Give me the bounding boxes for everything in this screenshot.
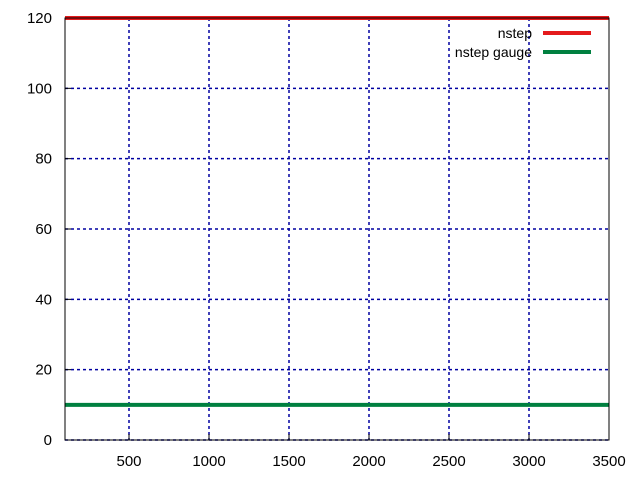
x-tick-label: 3500 bbox=[592, 453, 625, 470]
legend-label: nstep gauge bbox=[455, 44, 532, 60]
y-tick-label: 40 bbox=[35, 291, 52, 308]
y-tick-label: 120 bbox=[27, 10, 52, 27]
grid bbox=[65, 17, 609, 441]
series-lines bbox=[65, 16, 609, 407]
legend-label: nstep bbox=[498, 25, 532, 41]
x-tick-label: 2000 bbox=[352, 453, 385, 470]
y-axis-ticks: 0 20 40 60 80 100 120 bbox=[27, 10, 71, 449]
x-tick-label: 500 bbox=[116, 453, 141, 470]
x-tick-label: 3000 bbox=[512, 453, 545, 470]
y-tick-label: 60 bbox=[35, 221, 52, 238]
y-tick-label: 0 bbox=[44, 432, 52, 449]
y-tick-label: 20 bbox=[35, 362, 52, 379]
y-tick-label: 100 bbox=[27, 80, 52, 97]
x-axis-ticks: 500 1000 1500 2000 2500 3000 3500 bbox=[116, 434, 626, 470]
y-tick-label: 80 bbox=[35, 151, 52, 168]
x-tick-label: 1500 bbox=[272, 453, 305, 470]
x-tick-label: 2500 bbox=[432, 453, 465, 470]
legend: nstep nstep gauge bbox=[455, 25, 591, 60]
x-tick-label: 1000 bbox=[192, 453, 225, 470]
